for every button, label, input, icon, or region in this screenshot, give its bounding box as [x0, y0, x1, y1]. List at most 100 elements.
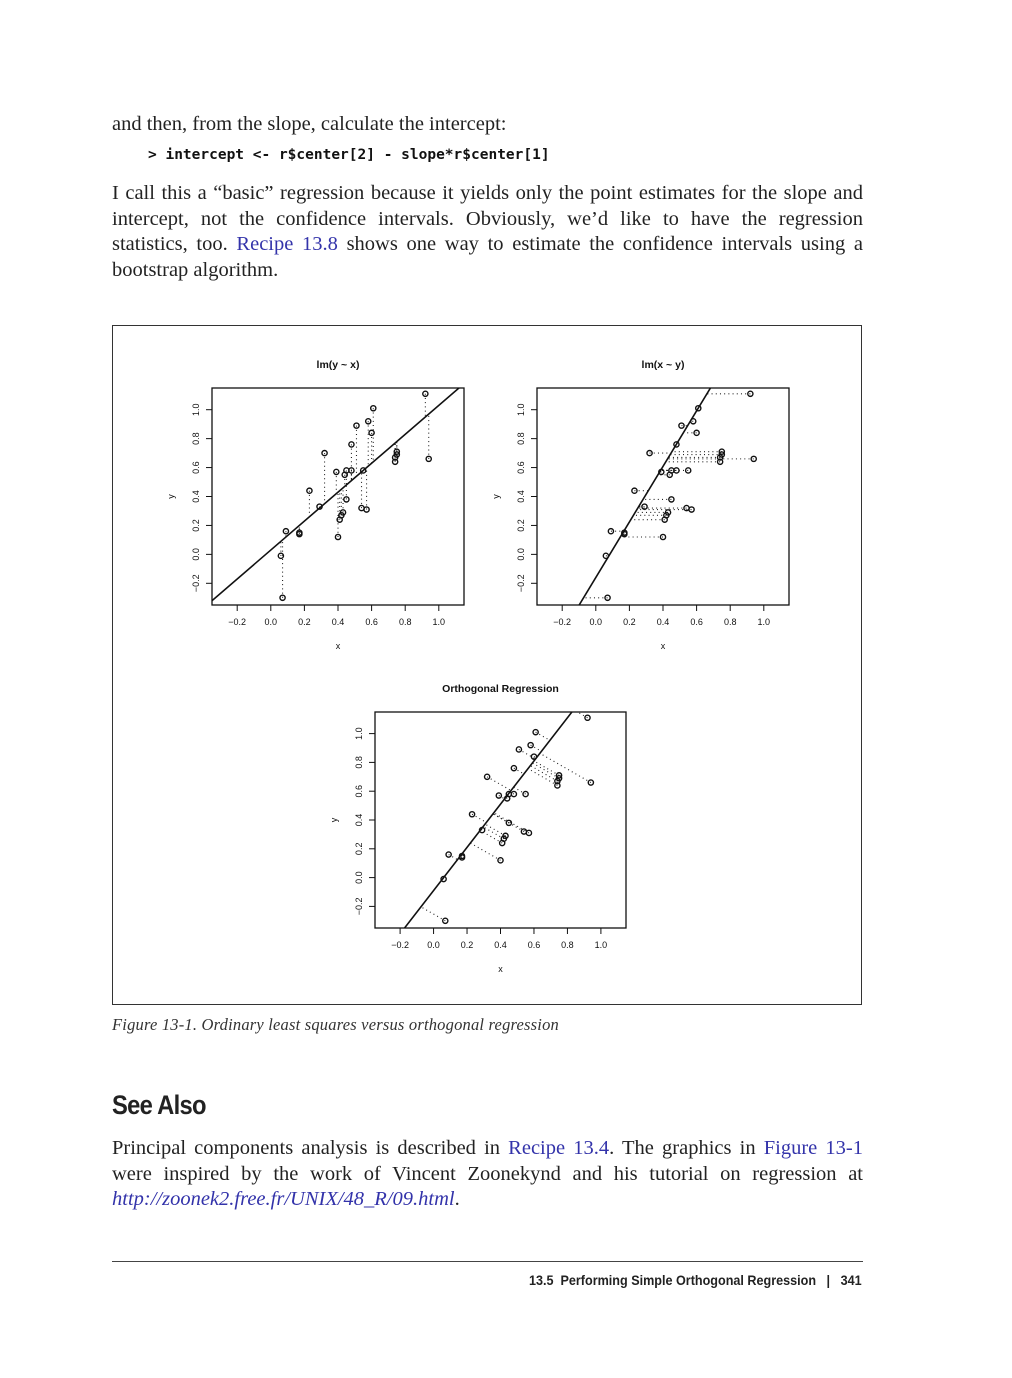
data-point: [316, 503, 323, 510]
x-tick-label: 0.4: [657, 617, 670, 627]
x-tick-label: 0.4: [494, 940, 507, 950]
x-axis-label: x: [661, 641, 666, 651]
data-point: [296, 529, 303, 536]
data-point: [641, 503, 648, 510]
data-point: [515, 746, 523, 753]
data-point: [279, 594, 286, 602]
data-point: [750, 455, 758, 463]
y-tick-label: 0.6: [354, 785, 364, 798]
page-number: 341: [840, 1272, 862, 1288]
x-tick-label: 0.8: [561, 940, 574, 950]
residual-segment: [505, 797, 508, 799]
data-point: [658, 468, 665, 476]
data-point: [522, 790, 529, 798]
plot-title: lm(y ~ x): [317, 359, 360, 371]
paragraph-basic-regression: I call this a “basic” regression because…: [112, 181, 863, 283]
data-point: [621, 529, 628, 536]
residual-segment: [470, 842, 501, 861]
plot-panel-2: lm(x ~ y) −0.2 0.0 0.2 0.4 0.6 0.8 1.0 −0.2 0.0 0.…: [491, 359, 790, 651]
data-point: [530, 753, 538, 760]
residual-segment: [533, 756, 537, 759]
y-tick-label: 1.0: [354, 727, 364, 740]
data-point: [532, 728, 539, 736]
figure-13-1-link[interactable]: Figure 13-1: [763, 1137, 863, 1159]
plot-area: [403, 712, 595, 928]
y-tick-label: 0.0: [354, 871, 364, 884]
data-point: [441, 917, 449, 925]
paragraph-text: were inspired by the work of Vincent Zoo…: [112, 1162, 863, 1185]
data-point: [584, 714, 591, 722]
residual-segment: [459, 855, 463, 858]
data-point: [422, 390, 429, 398]
footer-rule: [112, 1261, 863, 1262]
paragraph-text: . The graphics in: [609, 1137, 764, 1159]
residual-segment: [533, 760, 560, 776]
data-point: [333, 468, 340, 476]
x-tick-label: 0.4: [332, 617, 345, 627]
data-point: [393, 451, 401, 458]
data-point: [393, 448, 401, 455]
data-point: [510, 790, 518, 798]
regression-line: [403, 712, 573, 928]
data-point: [321, 449, 328, 457]
data-point: [668, 496, 675, 503]
data-point: [478, 826, 486, 834]
data-point: [445, 851, 452, 858]
code-line: > intercept <- r$center[2] - slope*r$cen…: [148, 147, 550, 163]
data-point: [505, 819, 513, 827]
y-tick-label: 0.4: [354, 814, 364, 827]
y-tick-label: −0.2: [354, 898, 364, 916]
paragraph-text: Principal components analysis is describ…: [112, 1137, 509, 1159]
residual-segment: [509, 791, 515, 795]
regression-line: [578, 388, 712, 605]
paragraph-text: I call this a “basic” regression because…: [112, 182, 863, 255]
y-tick-label: 0.6: [191, 461, 201, 474]
data-point: [425, 455, 433, 463]
recipe-13-8-link[interactable]: Recipe 13.8: [236, 233, 338, 255]
y-tick-label: 0.4: [516, 490, 526, 503]
paragraph-text: shows one way to estimate the confidence…: [112, 233, 863, 281]
residual-segment: [484, 823, 506, 837]
data-point: [306, 487, 313, 495]
data-point: [555, 774, 563, 782]
x-tick-label: 0.6: [528, 940, 541, 950]
residual-segment: [492, 813, 510, 824]
figure-plots: lm(y ~ x) −0.2 0.0 0.2 0.4 0.6 0.8 1.0 −0.2 0.0 0.…: [166, 359, 790, 974]
x-tick-label: 0.6: [365, 617, 378, 627]
y-tick-label: 0.8: [354, 756, 364, 769]
data-point: [678, 422, 685, 429]
footer-separator: |: [826, 1272, 831, 1288]
tutorial-url-link[interactable]: http://zoonek2.free.fr/UNIX/48_R/09.html: [112, 1188, 455, 1210]
residual-segment: [448, 854, 458, 861]
y-axis-label: y: [491, 494, 501, 499]
data-point: [673, 441, 680, 448]
residual-segment: [539, 752, 592, 784]
x-tick-label: 0.8: [399, 617, 412, 627]
data-point: [659, 533, 667, 541]
x-tick-label: 1.0: [758, 617, 771, 627]
data-point: [684, 467, 692, 474]
y-tick-label: 0.0: [516, 548, 526, 561]
data-point: [555, 772, 563, 779]
x-tick-label: 0.2: [623, 617, 636, 627]
data-point: [282, 527, 290, 535]
plot-frame: [536, 387, 790, 606]
data-point: [527, 741, 534, 749]
data-point: [483, 773, 491, 781]
paragraph-see-also: Principal components analysis is describ…: [112, 1136, 863, 1213]
data-point: [339, 509, 347, 516]
footer-section-title: 13.5 Performing Simple Orthogonal Regres…: [529, 1272, 817, 1288]
data-point: [440, 875, 447, 883]
data-point: [747, 390, 754, 398]
data-point: [343, 496, 350, 503]
recipe-13-4-link[interactable]: Recipe 13.4: [508, 1137, 610, 1159]
data-point: [688, 506, 695, 513]
x-tick-label: −0.2: [228, 617, 246, 627]
regression-line: [212, 388, 461, 602]
data-point: [693, 429, 700, 437]
y-tick-label: 0.0: [191, 548, 201, 561]
intro-line: and then, from the slope, calculate the …: [112, 113, 507, 135]
data-point: [718, 451, 726, 458]
data-point: [277, 552, 285, 560]
paragraph-text: .: [454, 1188, 460, 1210]
